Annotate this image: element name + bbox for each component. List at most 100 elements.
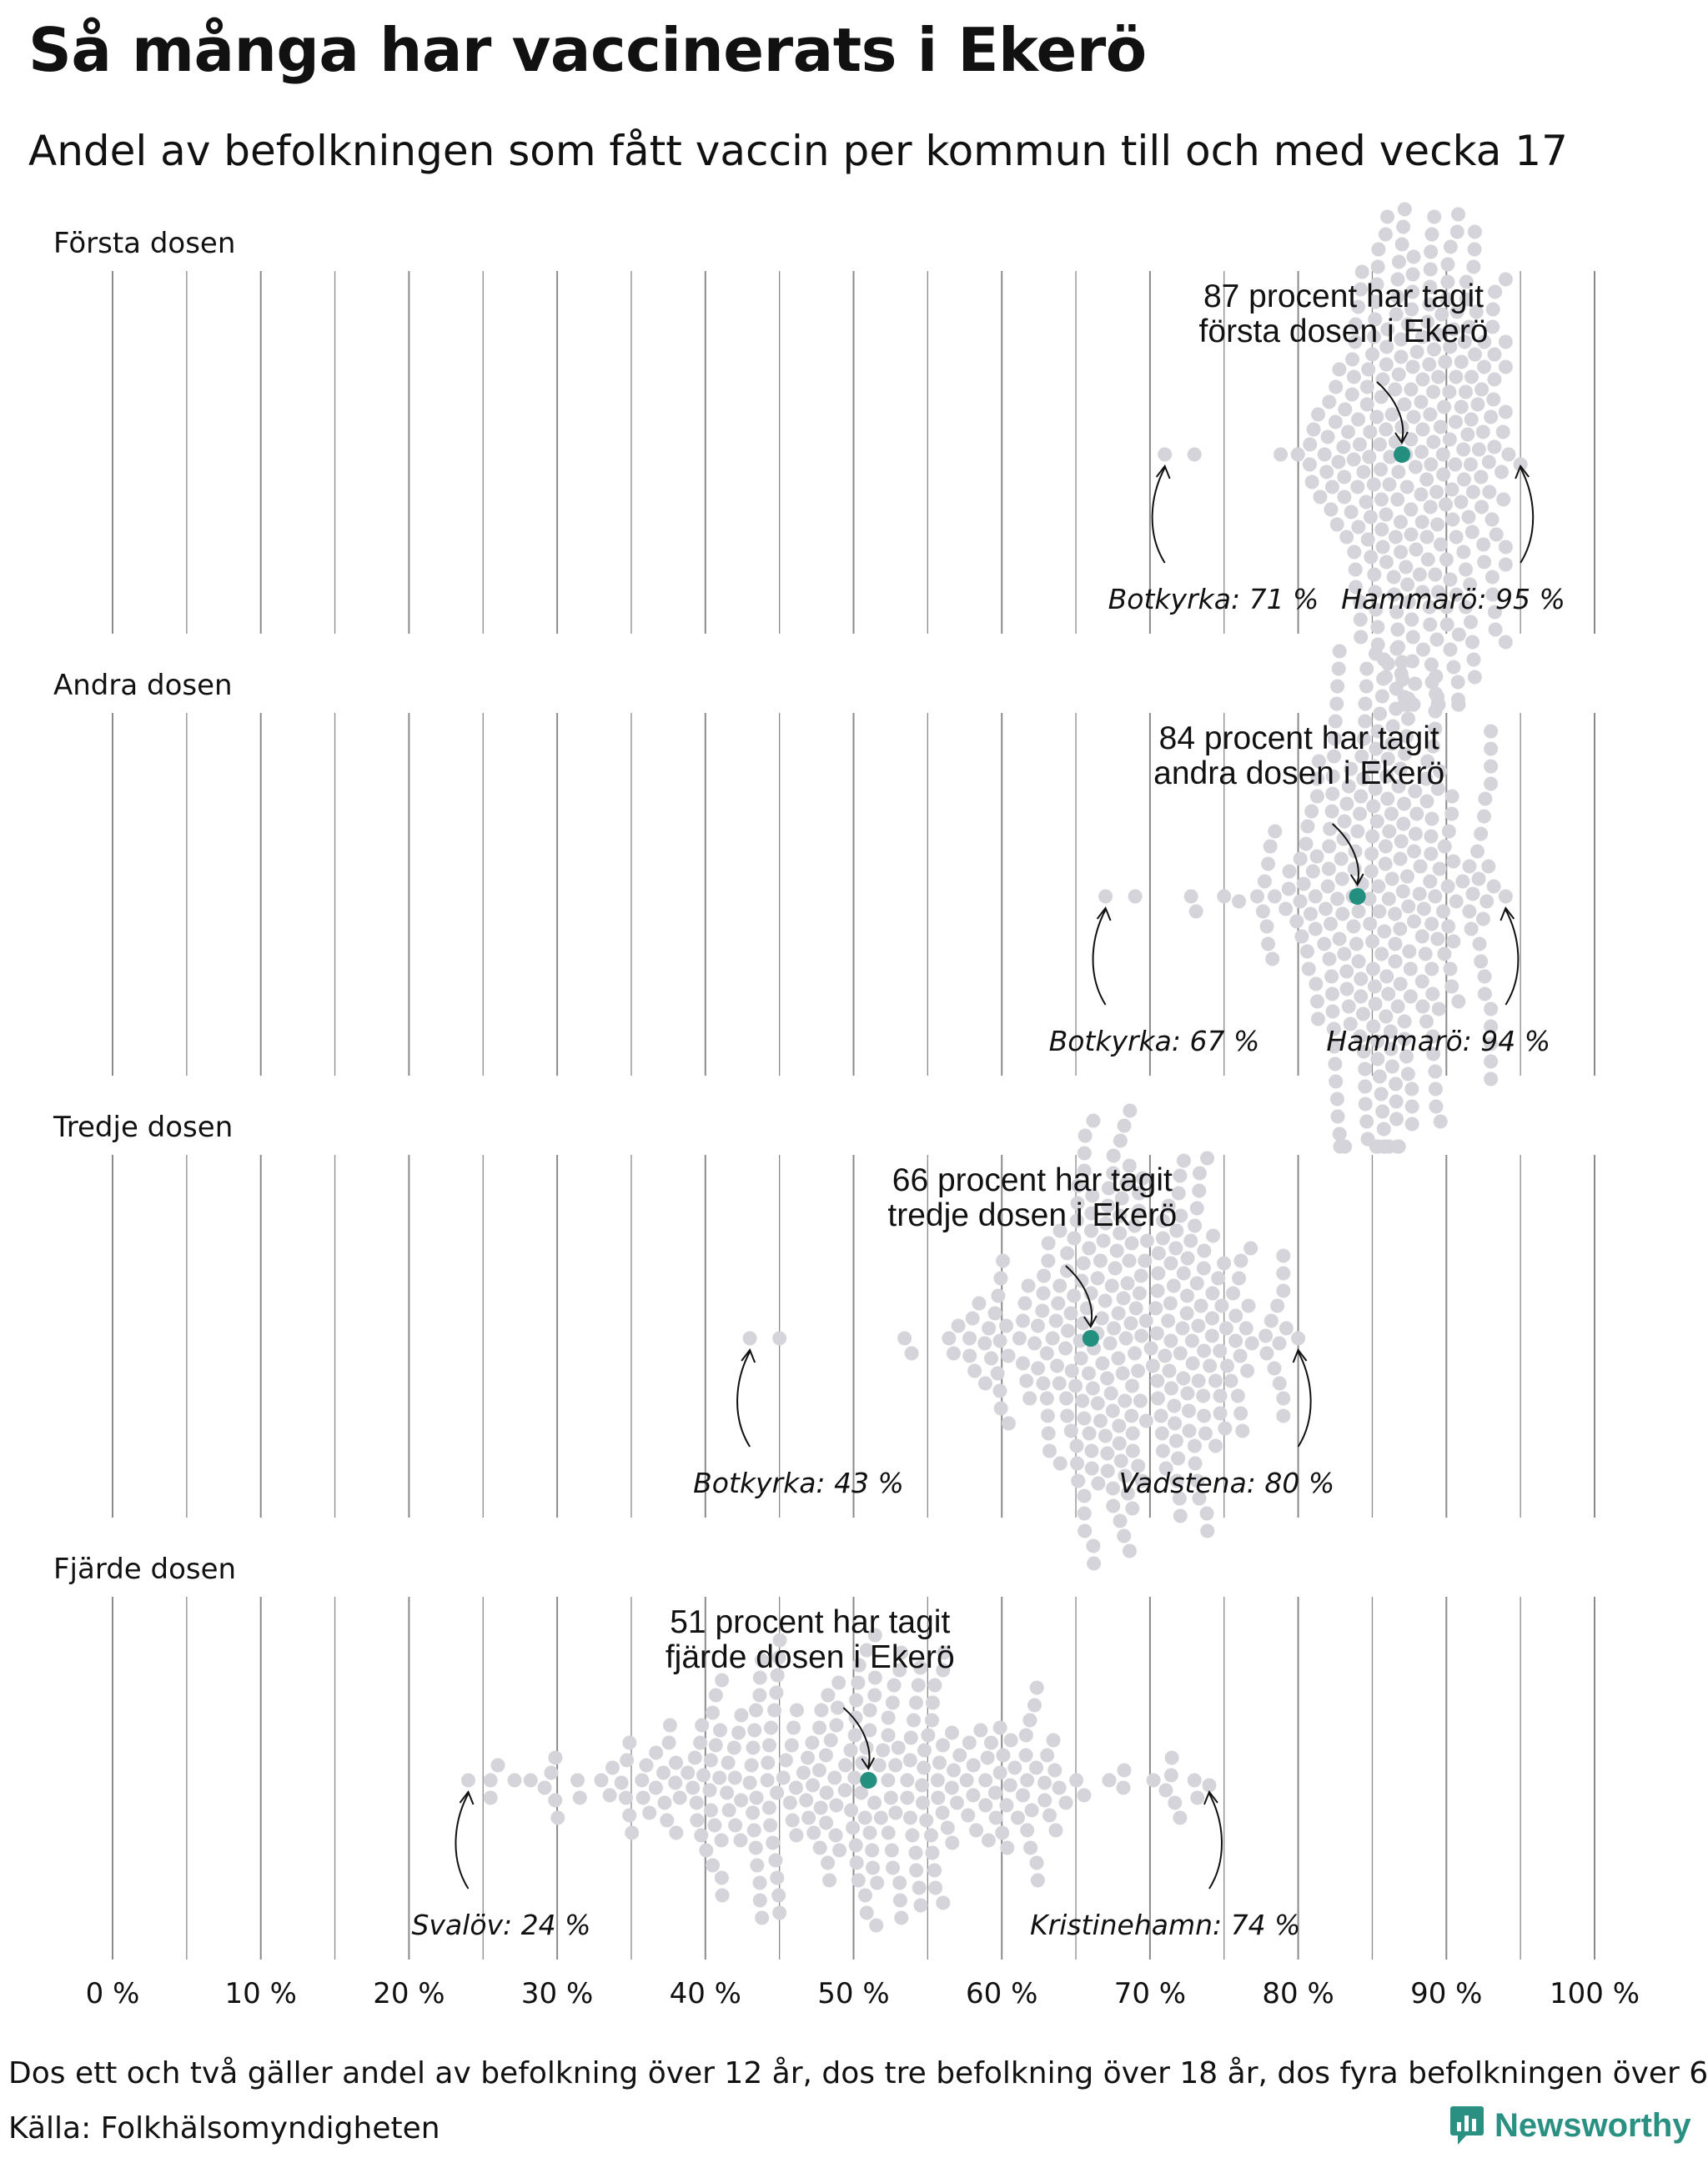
- municipality-dot: [1390, 999, 1405, 1014]
- municipality-dot: [1085, 1188, 1100, 1203]
- municipality-dot: [769, 1685, 784, 1700]
- municipality-dot: [1399, 729, 1414, 744]
- municipality-dot: [1191, 1318, 1206, 1333]
- municipality-dot: [1498, 272, 1513, 287]
- municipality-dot: [1440, 257, 1455, 272]
- municipality-dot: [1272, 1376, 1287, 1391]
- municipality-dot: [1319, 464, 1334, 479]
- municipality-dot: [1424, 657, 1439, 672]
- municipality-dot: [1324, 804, 1339, 819]
- municipality-dot: [927, 1863, 942, 1878]
- municipality-dot: [1444, 482, 1459, 497]
- municipality-dot: [1407, 844, 1422, 859]
- municipality-dot: [902, 1753, 917, 1768]
- municipality-dot: [862, 1825, 877, 1840]
- municipality-dot: [1397, 796, 1412, 811]
- municipality-dot: [713, 1723, 728, 1738]
- municipality-dot: [1060, 1246, 1075, 1261]
- municipality-dot: [1076, 1256, 1091, 1271]
- municipality-dot: [1259, 1346, 1274, 1361]
- municipality-dot: [1365, 934, 1380, 949]
- municipality-dot: [1378, 227, 1393, 242]
- municipality-dot: [1093, 1413, 1108, 1428]
- municipality-dot: [1037, 1268, 1052, 1283]
- municipality-dot: [1077, 1488, 1092, 1503]
- municipality-dot: [1086, 1113, 1101, 1128]
- municipality-dot: [1319, 901, 1334, 916]
- municipality-dot: [1007, 1760, 1022, 1775]
- municipality-dot: [973, 1723, 988, 1738]
- municipality-dot: [1104, 1278, 1119, 1293]
- max-arrowhead: [1500, 906, 1515, 921]
- municipality-dot: [695, 1718, 710, 1733]
- municipality-dot: [761, 1800, 776, 1815]
- municipality-dot: [1128, 889, 1143, 904]
- municipality-dot: [1123, 1103, 1138, 1118]
- municipality-dot: [1384, 1059, 1399, 1074]
- municipality-dot: [1235, 1423, 1250, 1438]
- municipality-dot: [1408, 459, 1423, 474]
- municipality-dot: [1397, 397, 1412, 412]
- municipality-dot: [1329, 517, 1344, 532]
- municipality-dot: [1069, 1438, 1084, 1453]
- municipality-dot: [1172, 1491, 1187, 1506]
- municipality-dot: [1379, 769, 1394, 784]
- municipality-dot: [602, 1788, 617, 1803]
- municipality-dot: [1128, 1218, 1143, 1233]
- municipality-dot: [1436, 467, 1451, 482]
- municipality-dot: [1369, 741, 1384, 756]
- municipality-dot: [1218, 1321, 1233, 1336]
- municipality-dot: [1404, 382, 1419, 397]
- municipality-dot: [1374, 1087, 1389, 1102]
- municipality-dot: [881, 1825, 896, 1840]
- municipality-dot: [1364, 846, 1379, 861]
- municipality-dot: [1459, 292, 1474, 307]
- municipality-dot: [1349, 936, 1364, 951]
- municipality-dot: [1276, 1266, 1291, 1281]
- municipality-dot: [947, 1763, 962, 1778]
- municipality-dot: [1190, 1473, 1205, 1488]
- max-label: Kristinehamn: 74 %: [1030, 1909, 1301, 1941]
- municipality-dot: [1471, 871, 1486, 886]
- municipality-dot: [887, 1678, 902, 1693]
- municipality-dot: [1429, 1099, 1444, 1114]
- municipality-dot: [1418, 946, 1433, 961]
- municipality-dot: [1470, 844, 1485, 859]
- municipality-dot: [1093, 1253, 1108, 1268]
- municipality-dot: [1332, 362, 1347, 377]
- municipality-dot: [1077, 1146, 1092, 1161]
- chart-subtitle: Andel av befolkningen som fått vaccin pe…: [28, 127, 1568, 175]
- municipality-dot: [1474, 954, 1489, 969]
- municipality-dot: [1196, 1261, 1211, 1276]
- municipality-dot: [1487, 605, 1502, 620]
- municipality-dot: [1020, 1823, 1035, 1838]
- municipality-dot: [1173, 1346, 1188, 1361]
- municipality-dot: [847, 1770, 862, 1785]
- source-note: Källa: Folkhälsomyndigheten: [8, 2111, 440, 2145]
- municipality-dot: [1328, 1056, 1343, 1071]
- municipality-dot: [1362, 449, 1377, 464]
- municipality-dot: [763, 1818, 778, 1833]
- municipality-dot: [1382, 824, 1397, 839]
- municipality-dot: [1360, 532, 1375, 547]
- municipality-dot: [1339, 796, 1354, 811]
- municipality-dot: [1344, 387, 1359, 402]
- municipality-dot: [1002, 1778, 1017, 1793]
- municipality-dot: [1337, 489, 1352, 504]
- municipality-dot: [1124, 1236, 1139, 1251]
- municipality-dot: [1047, 1763, 1062, 1778]
- municipality-dot: [1394, 237, 1409, 252]
- municipality-dot: [962, 1735, 977, 1750]
- municipality-dot: [1261, 936, 1276, 951]
- municipality-dot: [618, 1790, 633, 1805]
- municipality-dot: [1132, 1286, 1147, 1301]
- municipality-dot: [819, 1785, 834, 1800]
- municipality-dot: [728, 1818, 743, 1833]
- municipality-dot: [1470, 397, 1485, 412]
- municipality-dot: [1391, 779, 1406, 794]
- municipality-dot: [1399, 869, 1414, 884]
- municipality-dot: [1098, 1216, 1113, 1231]
- municipality-dot: [1192, 1183, 1207, 1198]
- municipality-dot: [1183, 889, 1198, 904]
- municipality-dot: [1001, 1416, 1016, 1431]
